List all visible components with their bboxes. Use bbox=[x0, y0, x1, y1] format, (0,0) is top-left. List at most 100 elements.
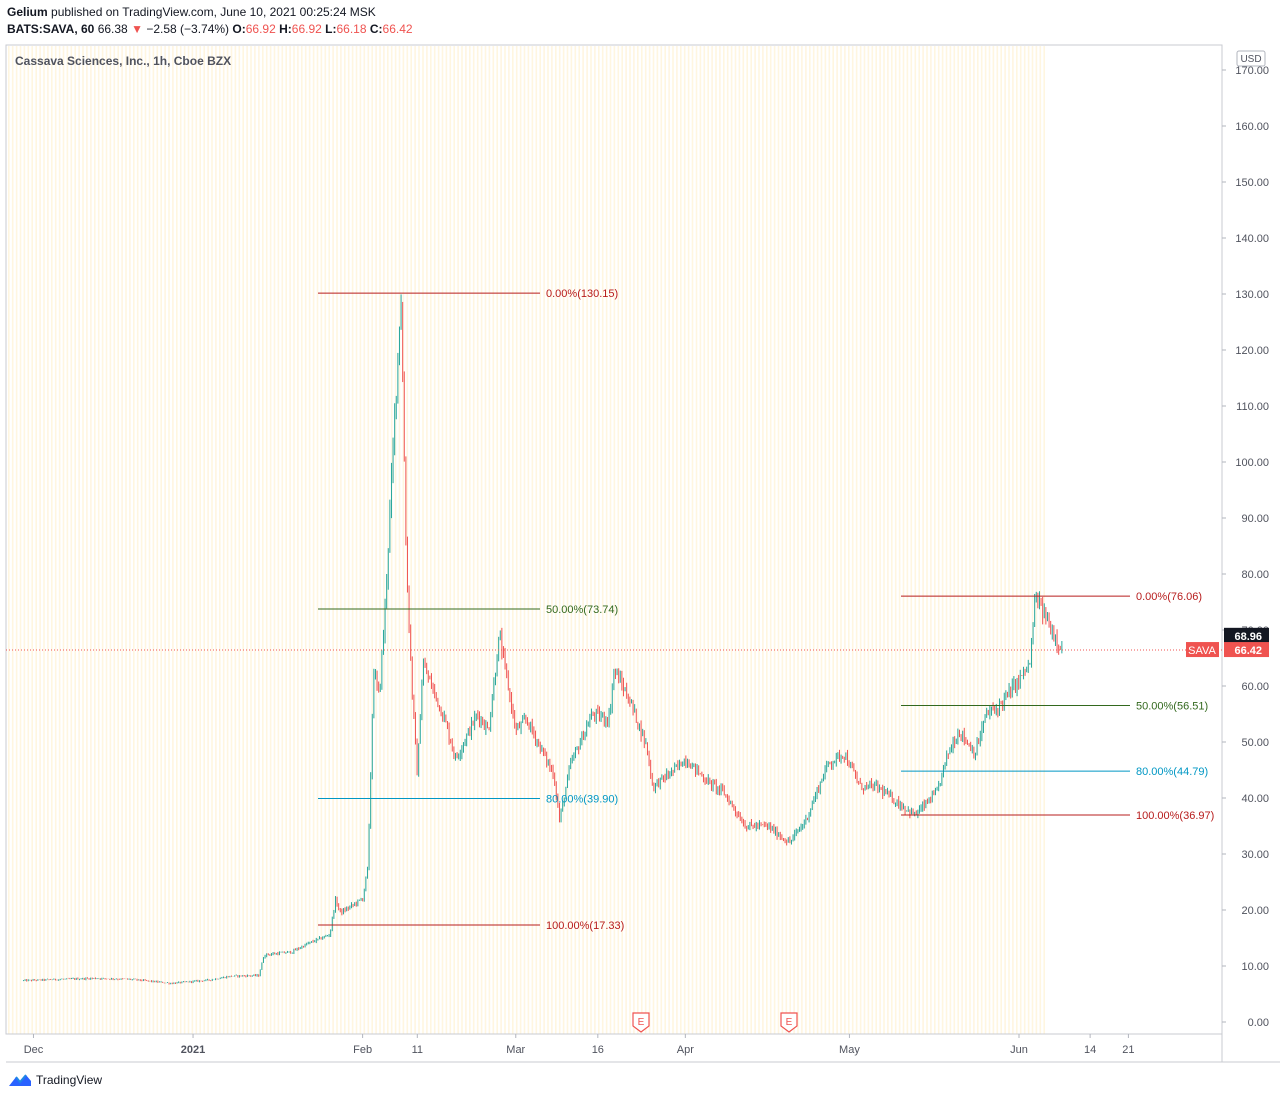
session-band bbox=[660, 46, 663, 1034]
currency-badge[interactable]: USD bbox=[1236, 50, 1266, 67]
session-band bbox=[855, 46, 858, 1034]
session-band bbox=[711, 46, 713, 1034]
session-band bbox=[355, 46, 358, 1034]
earnings-marker[interactable] bbox=[632, 1012, 650, 1033]
fibonacci-retracements[interactable]: 0.00%(130.15) 50.00%(73.74) 80.00%(39.90) 1… bbox=[318, 288, 1214, 932]
session-band bbox=[453, 46, 455, 1034]
session-band bbox=[394, 46, 397, 1034]
session-band bbox=[320, 46, 323, 1034]
session-band bbox=[965, 46, 967, 1034]
session-band bbox=[308, 46, 311, 1034]
session-band bbox=[265, 46, 268, 1034]
symbol-badge bbox=[1186, 642, 1219, 658]
session-band bbox=[82, 46, 84, 1034]
session-band bbox=[844, 46, 846, 1034]
session-band bbox=[812, 46, 815, 1034]
time-tick-label: Dec bbox=[24, 1044, 44, 1056]
session-band bbox=[129, 46, 131, 1034]
price-tick-label: 100.00 bbox=[1235, 457, 1269, 469]
session-band bbox=[527, 46, 530, 1034]
session-band bbox=[215, 46, 217, 1034]
time-tick-label: Mar bbox=[506, 1044, 525, 1056]
time-tick-label: 2021 bbox=[181, 1044, 205, 1056]
session-band bbox=[734, 46, 737, 1034]
symbol-label: BATS:SAVA, 60 bbox=[7, 22, 95, 36]
session-band bbox=[344, 46, 346, 1034]
session-band bbox=[461, 46, 463, 1034]
currency-label: USD bbox=[1240, 54, 1261, 65]
last-price-box bbox=[1224, 627, 1269, 643]
session-band bbox=[332, 46, 334, 1034]
session-band bbox=[445, 46, 448, 1034]
session-band bbox=[828, 46, 831, 1034]
session-band bbox=[625, 46, 627, 1034]
session-band bbox=[480, 46, 483, 1034]
session-band bbox=[191, 46, 194, 1034]
session-band bbox=[949, 46, 952, 1034]
session-band bbox=[547, 46, 549, 1034]
fib-level-label: 100.00%(17.33) bbox=[546, 920, 624, 932]
session-band bbox=[70, 46, 73, 1034]
session-band bbox=[902, 46, 905, 1034]
session-band bbox=[430, 46, 432, 1034]
session-band bbox=[289, 46, 291, 1034]
session-band bbox=[383, 46, 385, 1034]
session-band bbox=[703, 46, 706, 1034]
session-band bbox=[680, 46, 682, 1034]
price-tick-label: 130.00 bbox=[1235, 289, 1269, 301]
session-band bbox=[730, 46, 733, 1034]
session-band bbox=[496, 46, 498, 1034]
session-band bbox=[840, 46, 842, 1034]
session-band bbox=[781, 46, 784, 1034]
session-band bbox=[508, 46, 510, 1034]
session-band bbox=[234, 46, 237, 1034]
price-tick-label: 80.00 bbox=[1241, 569, 1269, 581]
session-band bbox=[867, 46, 870, 1034]
session-band bbox=[35, 46, 37, 1034]
session-band bbox=[523, 46, 526, 1034]
earnings-marker[interactable] bbox=[780, 1012, 798, 1033]
session-band bbox=[168, 46, 170, 1034]
session-band bbox=[11, 46, 14, 1034]
session-band bbox=[371, 46, 373, 1034]
session-band bbox=[715, 46, 717, 1034]
session-band bbox=[570, 46, 573, 1034]
price-tick-label: 150.00 bbox=[1235, 177, 1269, 189]
session-band bbox=[297, 46, 299, 1034]
tradingview-footer[interactable]: TradingView bbox=[8, 1073, 102, 1087]
price-tick-label: 40.00 bbox=[1241, 793, 1269, 805]
session-band bbox=[156, 46, 159, 1034]
session-band bbox=[809, 46, 811, 1034]
session-band bbox=[758, 46, 760, 1034]
price-tick-label: 50.00 bbox=[1241, 737, 1269, 749]
session-band bbox=[152, 46, 155, 1034]
price-axis[interactable]: 170.00 160.00 150.00 140.00 130.00 120.00 110.… bbox=[1222, 65, 1269, 1029]
session-band bbox=[160, 46, 162, 1034]
session-band bbox=[586, 46, 588, 1034]
session-band bbox=[422, 46, 424, 1034]
candles bbox=[22, 294, 1063, 985]
session-band bbox=[957, 46, 959, 1034]
session-band bbox=[426, 46, 428, 1034]
session-band bbox=[969, 46, 971, 1034]
session-band bbox=[961, 46, 963, 1034]
session-band bbox=[621, 46, 623, 1034]
fib-level-label: 0.00%(130.15) bbox=[546, 288, 618, 300]
time-tick-label: May bbox=[839, 1044, 860, 1056]
session-band bbox=[891, 46, 893, 1034]
session-band bbox=[312, 46, 315, 1034]
session-band bbox=[566, 46, 569, 1034]
session-band bbox=[953, 46, 956, 1034]
session-band bbox=[476, 46, 479, 1034]
session-band bbox=[797, 46, 799, 1034]
time-axis[interactable]: Dec 2021 Feb 11 Mar 16 Apr May Jun 14 21 bbox=[24, 1034, 1135, 1056]
session-band bbox=[695, 46, 698, 1034]
session-band bbox=[390, 46, 393, 1034]
session-band bbox=[484, 46, 487, 1034]
author-name[interactable]: Gelium bbox=[7, 5, 48, 19]
earnings-marker-label: E bbox=[638, 1017, 645, 1028]
session-band bbox=[164, 46, 166, 1034]
open-label: O: bbox=[232, 22, 246, 36]
